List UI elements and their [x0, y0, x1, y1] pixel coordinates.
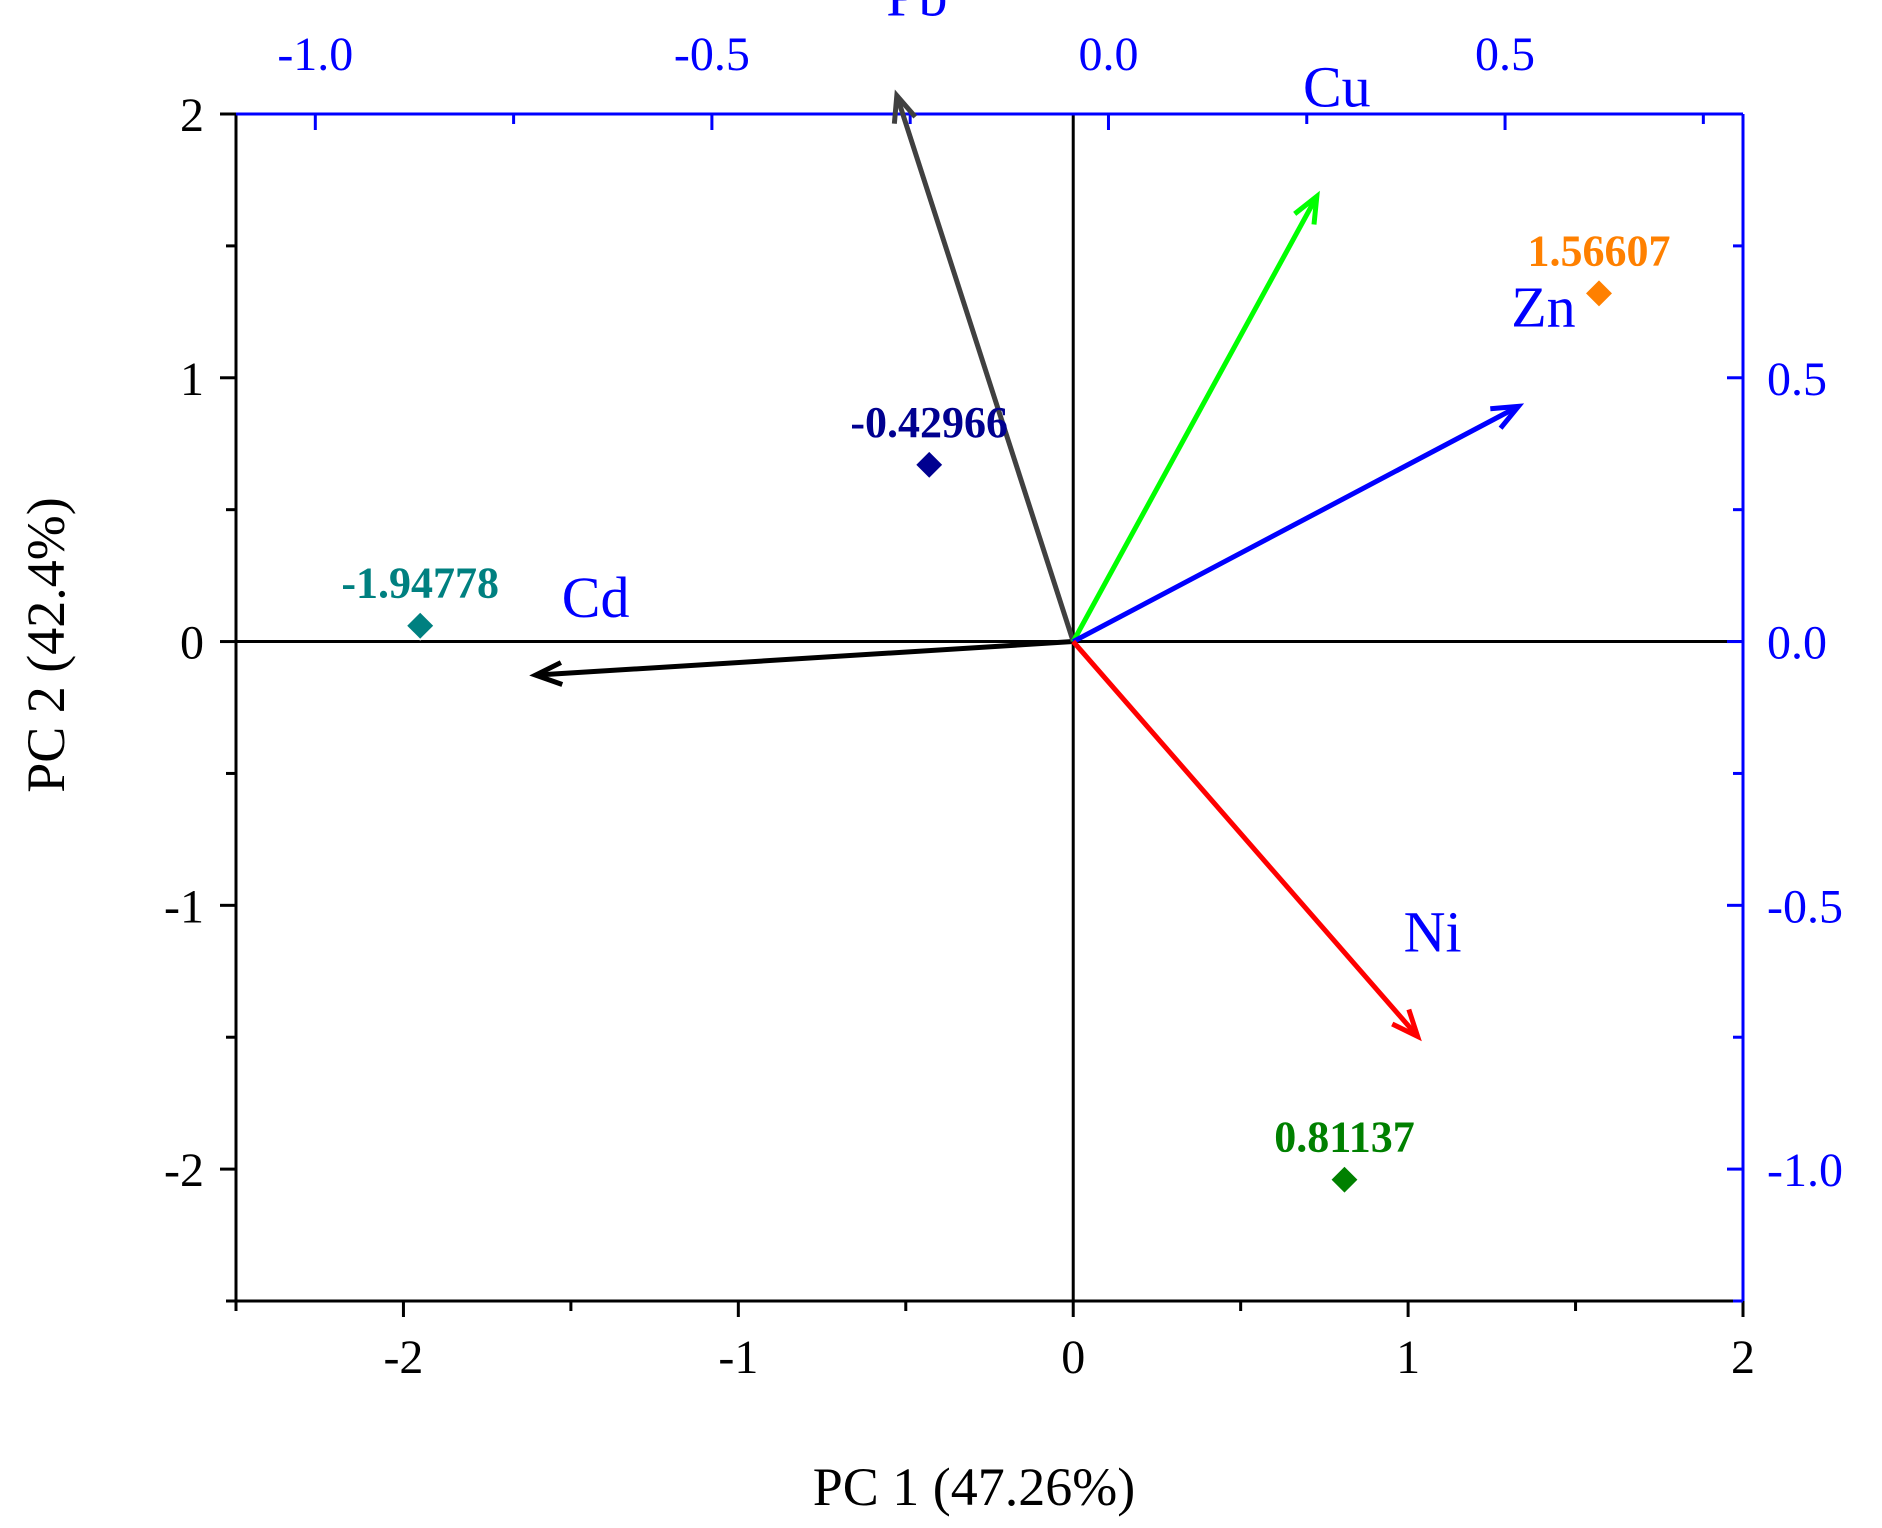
y-tick-label: -2 — [164, 1144, 204, 1197]
score-label: 1.56607 — [1527, 226, 1670, 275]
y-tick-label: 2 — [180, 89, 204, 142]
loading-arrow-cu: Cu — [1071, 54, 1371, 643]
loading-label: Pb — [886, 0, 947, 29]
x-tick-label: -2 — [383, 1331, 423, 1384]
top-tick-label: -1.0 — [277, 28, 353, 81]
diamond-marker — [405, 610, 436, 641]
x-axis-bottom: -2 -1 0 1 2 — [234, 1301, 1755, 1384]
top-tick-label: 0.0 — [1078, 28, 1138, 81]
loading-label: Cu — [1303, 54, 1371, 119]
arrow-head — [1490, 403, 1525, 430]
loading-label: Ni — [1404, 899, 1462, 964]
y-axis-right: -1.0 -0.5 0.0 0.5 — [1727, 244, 1843, 1303]
y-axis-left: -2 -1 0 1 2 — [164, 89, 236, 1303]
score-points: -1.94778 -0.42966 1.56607 0.81137 — [341, 226, 1670, 1195]
arrow-shaft — [1072, 404, 1520, 644]
x-tick-label: -1 — [718, 1331, 758, 1384]
right-tick-label: 0.0 — [1767, 617, 1827, 670]
right-tick-label: 0.5 — [1767, 353, 1827, 406]
score-label: -0.42966 — [850, 398, 1008, 447]
loading-arrow-zn: Zn — [1072, 274, 1576, 644]
y-tick-label: -1 — [164, 880, 204, 933]
score-label: -1.94778 — [341, 559, 499, 608]
loading-arrow-pb: Pb — [886, 0, 1076, 643]
score-point: -1.94778 — [341, 559, 499, 641]
arrow-head — [529, 660, 564, 687]
score-point: 1.56607 — [1527, 226, 1670, 309]
x-axis-top: -1.0 -0.5 0.0 0.5 — [277, 28, 1705, 130]
right-tick-label: -1.0 — [1767, 1144, 1843, 1197]
loading-label: Cd — [562, 565, 630, 630]
score-point: 0.81137 — [1274, 1113, 1415, 1195]
x-tick-label: 2 — [1731, 1331, 1755, 1384]
top-tick-label: 0.5 — [1475, 28, 1535, 81]
loading-arrow-cd: Cd — [529, 565, 1074, 687]
y-tick-label: 0 — [180, 617, 204, 670]
y-axis-label: PC 2 (42.4%) — [16, 497, 76, 793]
right-tick-label: -0.5 — [1767, 880, 1843, 933]
diamond-marker — [1583, 278, 1615, 309]
score-label: 0.81137 — [1274, 1113, 1415, 1162]
diamond-marker — [914, 449, 945, 480]
arrow-head — [1293, 190, 1320, 225]
x-tick-label: 1 — [1396, 1331, 1420, 1384]
x-tick-label: 0 — [1061, 1331, 1085, 1384]
loading-label: Zn — [1511, 274, 1575, 339]
arrow-head — [891, 89, 918, 124]
diamond-marker — [1329, 1164, 1360, 1195]
arrow-shaft — [535, 639, 1074, 678]
arrow-shaft — [1071, 195, 1320, 643]
zero-lines — [236, 114, 1743, 1301]
plot-frame — [234, 112, 1745, 1303]
arrow-shaft — [1071, 639, 1420, 1038]
y-tick-label: 1 — [180, 353, 204, 406]
loading-arrow-ni: Ni — [1071, 639, 1462, 1042]
arrow-shaft — [894, 94, 1076, 643]
score-point: -0.42966 — [850, 398, 1008, 480]
top-tick-label: -0.5 — [674, 28, 750, 81]
loading-vectors: Cd Pb Cu Zn Ni — [529, 0, 1576, 1042]
arrow-head — [1391, 1008, 1422, 1042]
x-axis-label: PC 1 (47.26%) — [813, 1457, 1136, 1517]
